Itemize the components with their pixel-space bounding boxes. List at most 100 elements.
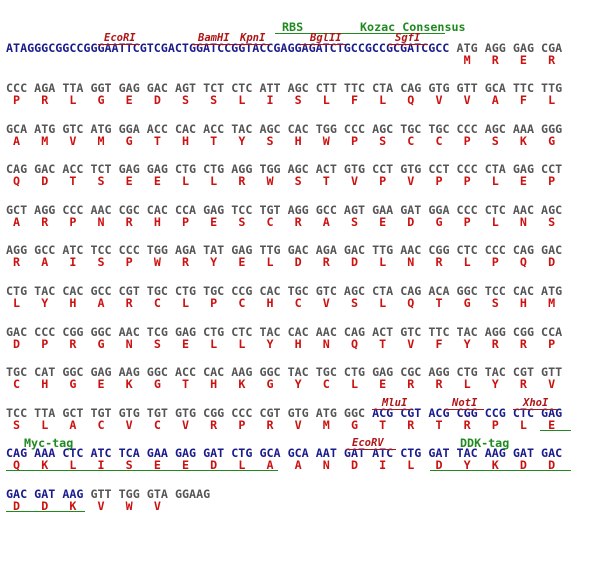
amino-acid: T <box>435 296 443 310</box>
codon: CCT <box>372 162 394 177</box>
amino-acid: L <box>182 174 190 189</box>
codon: CCT <box>541 162 563 177</box>
amino-acid: Y <box>238 133 246 148</box>
amino-acid: R <box>125 296 133 310</box>
amino-acid: R <box>407 417 415 432</box>
codon: GGC <box>146 365 168 380</box>
amino-acid: E <box>379 214 387 229</box>
amino-acid: H <box>41 377 49 392</box>
codon: AAC <box>315 324 337 339</box>
codon: AAT <box>315 446 337 461</box>
amino-acid: I <box>69 255 77 270</box>
codon: TCC <box>6 405 28 420</box>
codon: TGG <box>146 243 168 258</box>
amino-acid: S <box>350 296 358 310</box>
codon: TCC <box>90 243 112 258</box>
underline <box>430 470 571 471</box>
codon: ACT <box>372 324 394 339</box>
codon: CGG <box>203 405 225 420</box>
amino-acid: T <box>182 377 190 392</box>
codon: CGT <box>512 365 534 380</box>
codon: GAT <box>34 487 56 501</box>
codon: TCT <box>203 81 225 95</box>
codon: AGC <box>372 121 394 136</box>
amino-acid: A <box>491 93 499 107</box>
amino-acid: C <box>266 214 274 229</box>
codon: AGG <box>6 243 28 258</box>
codon: CCC <box>6 81 28 95</box>
codon: AGT <box>174 81 197 95</box>
amino-acid: Y <box>491 377 499 392</box>
codon: GGC <box>456 284 478 298</box>
amino-acid: K <box>491 458 499 473</box>
amino-acid: R <box>294 214 302 229</box>
codon: CCC <box>62 202 84 217</box>
codon: AAG <box>484 446 506 461</box>
underline <box>372 409 412 410</box>
enzyme-label: KpnI <box>240 32 266 44</box>
codon: CTA <box>372 81 394 95</box>
codon: CAT <box>34 365 56 380</box>
codon: CCC <box>456 162 478 177</box>
amino-acid: W <box>125 499 133 513</box>
codon: AGA <box>34 81 56 95</box>
codon: TAC <box>259 324 281 339</box>
amino-acid: L <box>238 336 246 351</box>
amino-acid: E <box>238 255 246 270</box>
amino-acid: W <box>266 174 274 189</box>
tag-label: Kozac Consensus <box>360 20 466 34</box>
amino-acid: H <box>294 133 302 148</box>
amino-acid: D <box>294 255 302 270</box>
codon: GAT <box>512 446 534 461</box>
amino-acid: P <box>379 174 387 189</box>
codon: CTG <box>174 284 197 298</box>
amino-acid: C <box>435 133 443 148</box>
amino-acid: V <box>182 417 190 432</box>
codon: AAA <box>512 121 534 136</box>
amino-acid: L <box>379 296 387 310</box>
amino-acid: A <box>69 417 77 432</box>
codon: AGC <box>259 121 281 136</box>
codon: CAC <box>287 324 309 339</box>
amino-acid: V <box>322 296 330 310</box>
codon: TGT <box>259 202 281 217</box>
amino-acid: V <box>548 377 556 392</box>
codon: CCG <box>231 284 253 298</box>
codon: ACT <box>315 162 337 177</box>
amino-acid: R <box>322 255 330 270</box>
enzyme-label: NotI <box>452 397 478 409</box>
amino-acid: P <box>491 417 499 432</box>
codon: AAG <box>231 365 253 380</box>
amino-acid: D <box>41 499 49 513</box>
amino-acid: R <box>125 214 133 229</box>
amino-acid: A <box>266 458 274 473</box>
amino-acid: G <box>69 377 77 392</box>
amino-acid: D <box>407 214 415 229</box>
amino-acid: R <box>463 417 471 432</box>
codon: GAT <box>203 446 225 461</box>
codon: GTT <box>456 81 478 95</box>
codon: GTA <box>146 487 168 501</box>
codon: GAT <box>400 202 422 217</box>
amino-acid: Q <box>13 458 21 473</box>
underline <box>6 511 85 512</box>
amino-acid: D <box>153 93 161 107</box>
codon: TGC <box>6 365 28 380</box>
amino-acid: G <box>125 133 133 148</box>
amino-acid: R <box>519 336 527 351</box>
amino-acid: N <box>322 458 330 473</box>
amino-acid: S <box>294 93 302 107</box>
amino-acid: A <box>294 458 302 473</box>
amino-acid: A <box>322 214 330 229</box>
amino-acid: Q <box>519 255 527 270</box>
codon: CAG <box>400 81 422 95</box>
codon: TCA <box>118 446 140 461</box>
amino-acid: L <box>238 458 246 473</box>
codon: GTG <box>400 162 422 177</box>
amino-acid: E <box>379 377 387 392</box>
amino-acid: R <box>435 377 443 392</box>
codon: ATT <box>259 81 281 95</box>
amino-acid: P <box>463 174 471 189</box>
codon: GGA <box>428 202 450 217</box>
underline <box>6 470 278 471</box>
